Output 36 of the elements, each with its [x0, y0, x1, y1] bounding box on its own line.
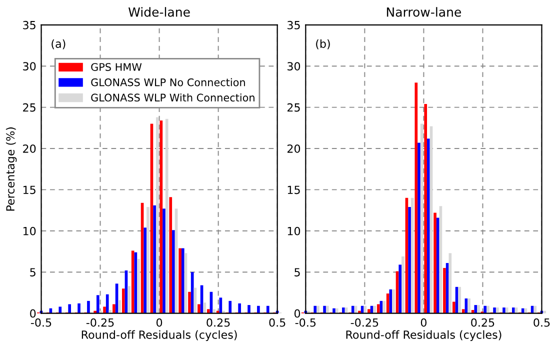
y-tick-label: 10	[288, 226, 300, 236]
y-tick-label: 0	[294, 309, 300, 318]
x-tick-label: 0.25	[471, 318, 494, 327]
x-tick-label: -0.5	[30, 318, 52, 327]
legend-label: GLONASS WLP No Connection	[91, 78, 245, 86]
y-tick-label: 20	[23, 144, 36, 153]
x-tick-label: -0.5	[295, 318, 316, 327]
chart-title: Narrow-lane	[386, 7, 461, 17]
y-tick-label: 35	[288, 20, 300, 30]
y-tick-label: 5	[294, 268, 300, 276]
x-tick-label: -0.25	[350, 318, 378, 327]
annotation: (a)	[52, 39, 66, 50]
x-tick-label: 0	[156, 318, 162, 327]
legend-label: GLONASS WLP With Connection	[91, 93, 254, 102]
chart-title: Wide-lane	[128, 7, 190, 17]
x-tick-label: 0.5	[534, 318, 550, 327]
x-axis-title: Round-off Residuals (cycles)	[346, 330, 502, 342]
y-tick-label: 25	[287, 103, 300, 112]
y-tick-label: 30	[23, 62, 36, 70]
y-tick-label: 10	[23, 226, 36, 236]
legend-label: GPS HMW	[91, 63, 142, 71]
y-tick-label: 25	[23, 103, 36, 112]
y-tick-label: 15	[288, 186, 300, 194]
y-tick-label: 15	[23, 186, 36, 194]
y-tick-label: 30	[288, 62, 300, 70]
x-tick-label: -0.25	[86, 318, 114, 327]
x-axis-title: Round-off Residuals (cycles)	[82, 330, 237, 342]
y-tick-label: 5	[30, 268, 36, 276]
annotation: (b)	[316, 39, 330, 50]
y-axis-title: Percentage (%)	[6, 127, 17, 211]
x-tick-label: 0.25	[206, 318, 230, 327]
y-tick-label: 0	[30, 309, 36, 318]
y-tick-label: 20	[287, 144, 300, 153]
x-tick-label: 0.5	[269, 318, 286, 327]
y-tick-label: 35	[23, 20, 36, 30]
x-tick-label: 0	[420, 318, 427, 327]
